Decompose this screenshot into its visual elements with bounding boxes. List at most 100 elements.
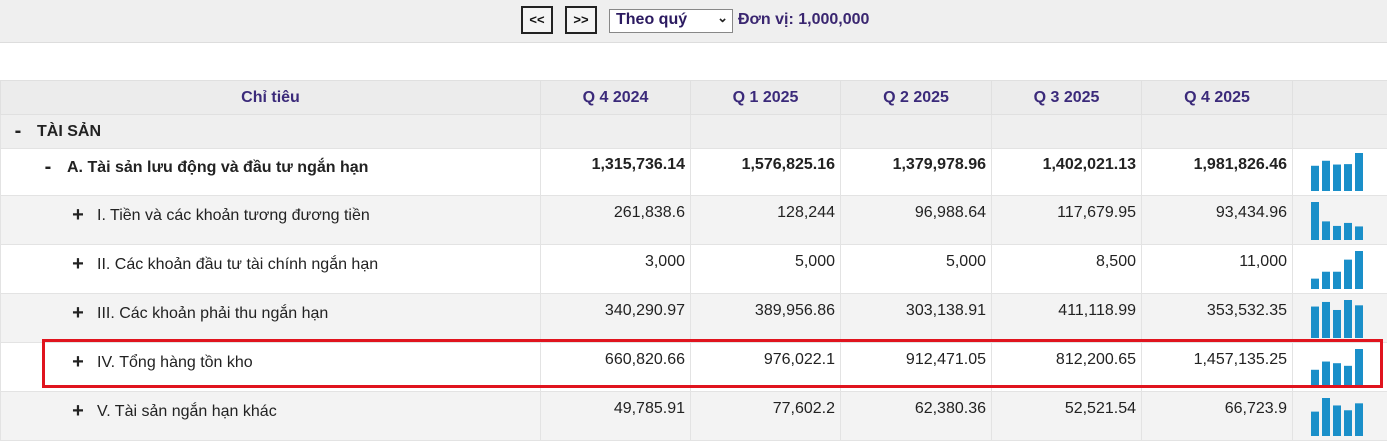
collapse-toggle[interactable]: - [14,120,22,142]
sparkline-bar [1322,221,1330,240]
expand-toggle[interactable]: + [72,204,84,226]
sparkline-bar [1355,153,1363,191]
sparkline-bar [1344,222,1352,240]
value-cell: 8,500 [991,244,1142,294]
column-header-period: Q 1 2025 [690,80,841,115]
period-select[interactable]: Theo quý ⌄ [609,9,733,33]
value-cell: 660,820.66 [540,342,691,392]
value-cell: 1,402,021.13 [991,148,1142,196]
balance-sheet-table: Chỉ tiêu Q 4 2024 Q 1 2025 Q 2 2025 Q 3 … [0,80,1387,441]
collapse-toggle[interactable]: - [44,156,52,178]
sparkline-bar [1355,349,1363,387]
table-row-group: - TÀI SẢN [0,114,1387,149]
value-cell: 52,521.54 [991,391,1142,441]
sparkline-chart[interactable] [1311,300,1365,338]
row-label: - A. Tài sản lưu động và đầu tư ngắn hạn [0,148,541,196]
value-cell: 303,138.91 [840,293,992,343]
sparkline-cell[interactable] [1292,391,1387,441]
sparkline-cell[interactable] [1292,342,1387,392]
chevron-down-icon: ⌄ [717,10,728,25]
group-label: TÀI SẢN [37,122,101,140]
unit-label: Đơn vị: 1,000,000 [738,11,870,28]
empty-cell [540,114,691,149]
sparkline-bar [1333,309,1341,338]
sparkline-bar [1344,300,1352,338]
next-period-button[interactable]: >> [565,6,597,34]
sparkline-bar [1355,226,1363,240]
sparkline-bar [1322,271,1330,289]
expand-toggle[interactable]: + [72,253,84,275]
sparkline-chart[interactable] [1311,398,1365,436]
item-label: II. Các khoản đầu tư tài chính ngắn hạn [97,255,379,273]
item-label: I. Tiền và các khoản tương đương tiền [97,206,370,224]
value-cell: 389,956.86 [690,293,841,343]
column-header-chart [1292,80,1387,115]
sparkline-bar [1344,259,1352,289]
sparkline-bar [1355,403,1363,436]
column-header-period: Q 4 2024 [540,80,691,115]
value-cell: 66,723.9 [1141,391,1293,441]
value-cell: 3,000 [540,244,691,294]
column-header-period: Q 2 2025 [840,80,992,115]
sparkline-cell[interactable] [1292,293,1387,343]
row-label: + III. Các khoản phải thu ngắn hạn [0,293,541,343]
sparkline-cell[interactable] [1292,244,1387,294]
expand-toggle[interactable]: + [72,400,84,422]
sparkline-bar [1311,411,1319,436]
sparkline-bar [1344,164,1352,191]
column-header-period: Q 4 2025 [1141,80,1293,115]
sparkline-bar [1344,365,1352,387]
sparkline-bar [1322,301,1330,338]
sparkline-bar [1333,225,1341,240]
value-cell: 340,290.97 [540,293,691,343]
sparkline-bar [1311,165,1319,191]
value-cell: 353,532.35 [1141,293,1293,343]
sparkline-bar [1355,251,1363,289]
value-cell: 5,000 [840,244,992,294]
value-cell: 411,118.99 [991,293,1142,343]
expand-toggle[interactable]: + [72,351,84,373]
sparkline-bar [1344,410,1352,436]
item-label: III. Các khoản phải thu ngắn hạn [97,304,329,322]
value-cell: 1,379,978.96 [840,148,992,196]
empty-cell [991,114,1142,149]
sparkline-bar [1311,306,1319,338]
sparkline-bar [1355,305,1363,338]
sparkline-bar [1311,369,1319,387]
sparkline-chart[interactable] [1311,349,1365,387]
value-cell: 5,000 [690,244,841,294]
value-cell: 1,981,826.46 [1141,148,1293,196]
sparkline-cell[interactable] [1292,195,1387,245]
sparkline-bar [1311,278,1319,289]
period-select-value: Theo quý [616,11,688,28]
value-cell: 812,200.65 [991,342,1142,392]
sparkline-chart[interactable] [1311,202,1365,240]
table-row: + IV. Tổng hàng tồn kho 660,820.66 976,02… [0,342,1387,392]
value-cell: 77,602.2 [690,391,841,441]
section-label: A. Tài sản lưu động và đầu tư ngắn hạn [67,158,369,176]
expand-toggle[interactable]: + [72,302,84,324]
value-cell: 11,000 [1141,244,1293,294]
value-cell: 62,380.36 [840,391,992,441]
table-row: + I. Tiền và các khoản tương đương tiền 2… [0,195,1387,245]
sparkline-chart[interactable] [1311,251,1365,289]
sparkline-bar [1333,405,1341,436]
empty-cell [1141,114,1293,149]
row-label: + II. Các khoản đầu tư tài chính ngắn hạn [0,244,541,294]
sparkline-bar [1311,202,1319,240]
value-cell: 96,988.64 [840,195,992,245]
empty-cell [1292,114,1387,149]
sparkline-cell[interactable] [1292,148,1387,196]
sparkline-chart[interactable] [1311,153,1365,191]
previous-period-button[interactable]: << [521,6,553,34]
value-cell: 93,434.96 [1141,195,1293,245]
item-label: IV. Tổng hàng tồn kho [97,353,253,371]
value-cell: 1,576,825.16 [690,148,841,196]
sparkline-bar [1333,271,1341,289]
column-header-period: Q 3 2025 [991,80,1142,115]
sparkline-bar [1333,363,1341,387]
value-cell: 49,785.91 [540,391,691,441]
value-cell: 117,679.95 [991,195,1142,245]
table-row-section: - A. Tài sản lưu động và đầu tư ngắn hạn … [0,148,1387,196]
value-cell: 1,315,736.14 [540,148,691,196]
